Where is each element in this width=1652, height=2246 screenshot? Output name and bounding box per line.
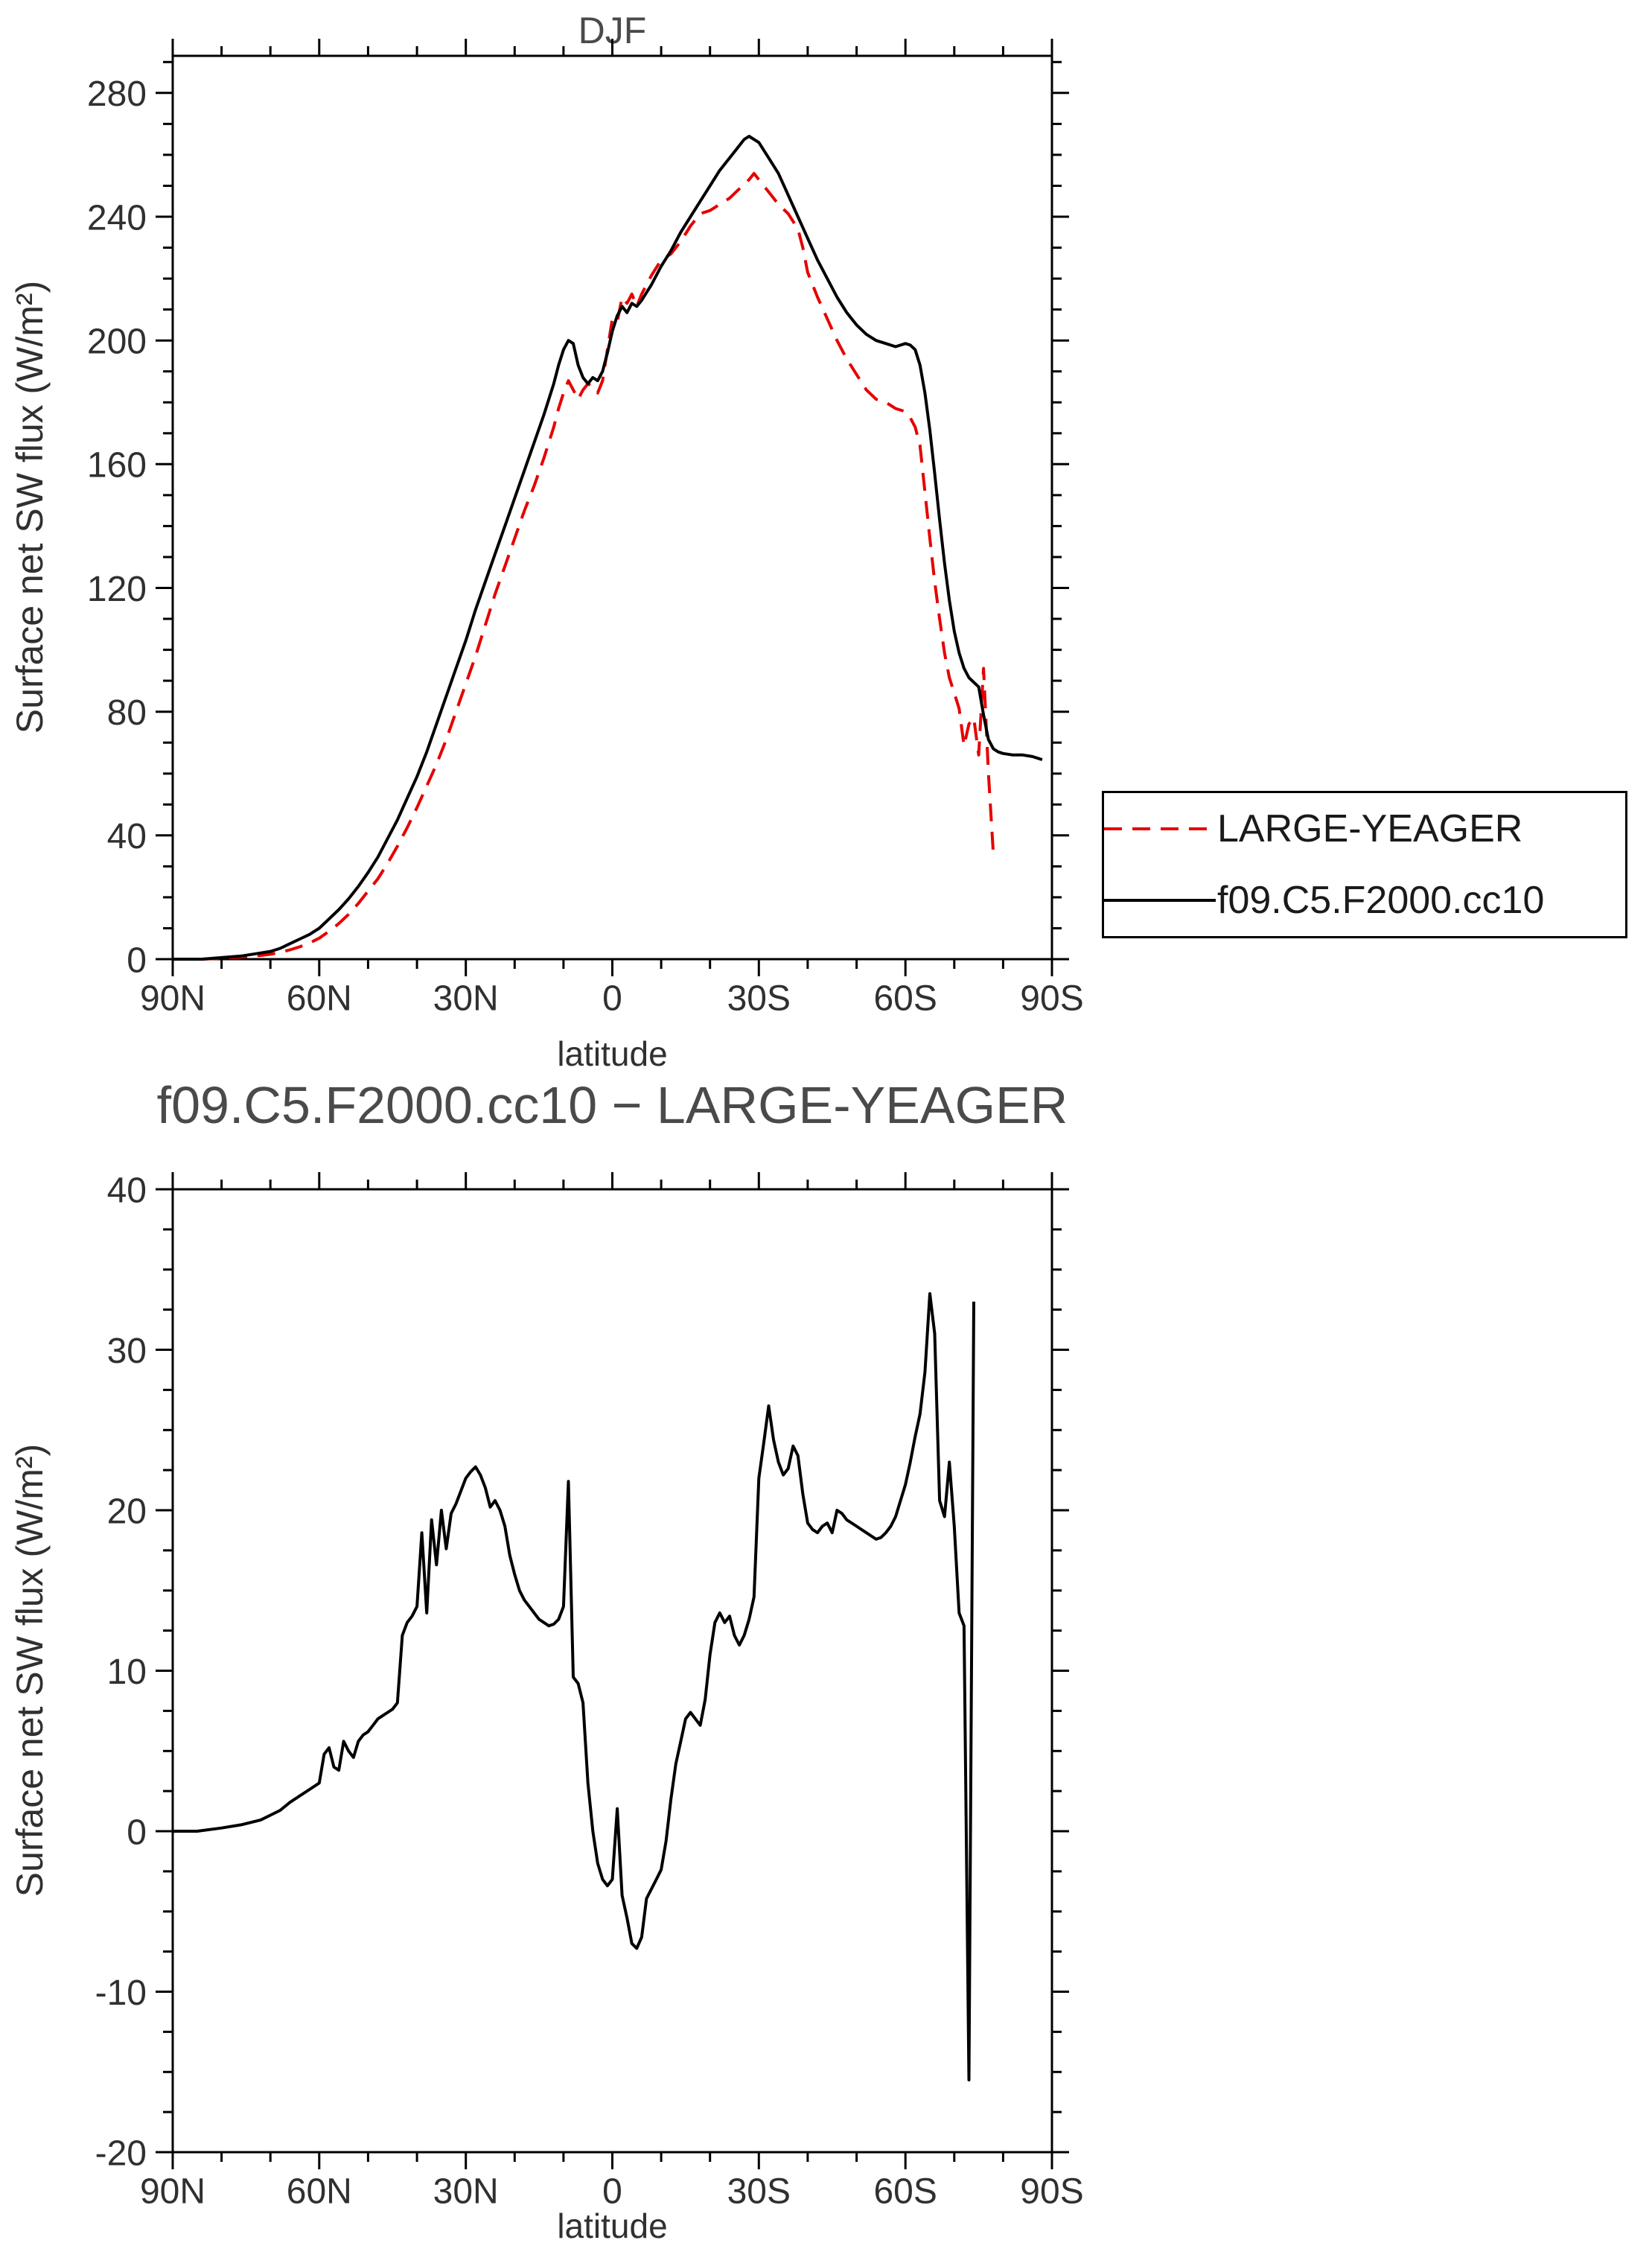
legend: LARGE-YEAGER f09.C5.F2000.cc10 (1102, 791, 1627, 938)
top-x-axis-label: latitude (557, 1034, 668, 1073)
x-tick-label: 0 (602, 2172, 622, 2212)
legend-entry-f09: f09.C5.F2000.cc10 (1104, 865, 1625, 936)
bottom-x-axis-label: latitude (557, 2207, 668, 2245)
x-tick-label: 30S (727, 2172, 791, 2212)
x-tick-label: 90S (1020, 979, 1083, 1019)
legend-label-f09: f09.C5.F2000.cc10 (1217, 879, 1545, 922)
series-line (173, 1292, 975, 2081)
x-tick-label: 60N (287, 979, 352, 1019)
x-tick-label: 30S (727, 979, 791, 1019)
legend-label-large-yeager: LARGE-YEAGER (1217, 807, 1523, 850)
y-tick-label: -10 (95, 1973, 147, 2013)
y-tick-label: 30 (107, 1332, 147, 1371)
series-line (173, 135, 1043, 961)
x-tick-label: 60S (873, 979, 937, 1019)
legend-entry-large-yeager: LARGE-YEAGER (1104, 793, 1625, 865)
x-tick-label: 90N (140, 2172, 205, 2212)
y-tick-label: 0 (127, 941, 147, 980)
top-chart-plot: 90N 60N 30N 0 30S 60S 90S 0 40 80 120 160 200 240 280 (87, 39, 1084, 1019)
y-tick-label: 120 (87, 570, 147, 609)
series-line (173, 171, 995, 961)
y-tick-label: 200 (87, 322, 147, 362)
x-tick-label: 90N (140, 979, 205, 1019)
y-tick-label: 160 (87, 446, 147, 486)
y-tick-label: -20 (95, 2134, 147, 2173)
y-tick-label: 80 (107, 693, 147, 733)
x-tick-label: 90S (1020, 2172, 1083, 2212)
legend-line-dashed-red-icon (1104, 827, 1216, 830)
bottom-chart-title: f09.C5.F2000.cc10 − LARGE-YEAGER (156, 1076, 1068, 1134)
x-tick-label: 30N (433, 2172, 499, 2212)
x-tick-label: 30N (433, 979, 499, 1019)
plot-frame (171, 1188, 1053, 2154)
y-tick-label: 20 (107, 1492, 147, 1531)
y-tick-label: 40 (107, 1171, 147, 1210)
plot-frame (171, 54, 1053, 961)
legend-line-solid-black-icon (1104, 899, 1216, 902)
y-tick-label: 0 (127, 1813, 147, 1852)
x-tick-label: 60S (873, 2172, 937, 2212)
x-tick-label: 0 (602, 979, 622, 1019)
x-tick-label: 60N (287, 2172, 352, 2212)
y-tick-label: 280 (87, 74, 147, 114)
y-tick-label: 10 (107, 1652, 147, 1692)
y-tick-label: 240 (87, 198, 147, 238)
y-tick-label: 40 (107, 817, 147, 856)
bottom-chart-plot: 90N 60N 30N 0 30S 60S 90S -20 -10 0 10 20 30 40 (95, 1171, 1084, 2212)
